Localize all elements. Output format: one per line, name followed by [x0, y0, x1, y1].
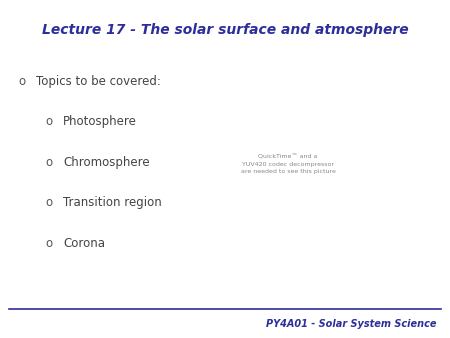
Text: Corona: Corona: [63, 237, 105, 250]
Text: o: o: [45, 237, 52, 250]
Text: o: o: [45, 196, 52, 209]
Text: PY4A01 - Solar System Science: PY4A01 - Solar System Science: [266, 319, 436, 330]
Text: o: o: [45, 156, 52, 169]
Text: Topics to be covered:: Topics to be covered:: [36, 75, 161, 88]
Text: Chromosphere: Chromosphere: [63, 156, 149, 169]
Text: Transition region: Transition region: [63, 196, 162, 209]
Text: o: o: [45, 115, 52, 128]
Text: Lecture 17 - The solar surface and atmosphere: Lecture 17 - The solar surface and atmos…: [42, 23, 408, 38]
Text: Photosphere: Photosphere: [63, 115, 137, 128]
Text: o: o: [18, 75, 25, 88]
Text: QuickTime™ and a
YUV420 codec decompressor
are needed to see this picture: QuickTime™ and a YUV420 codec decompress…: [241, 154, 335, 174]
